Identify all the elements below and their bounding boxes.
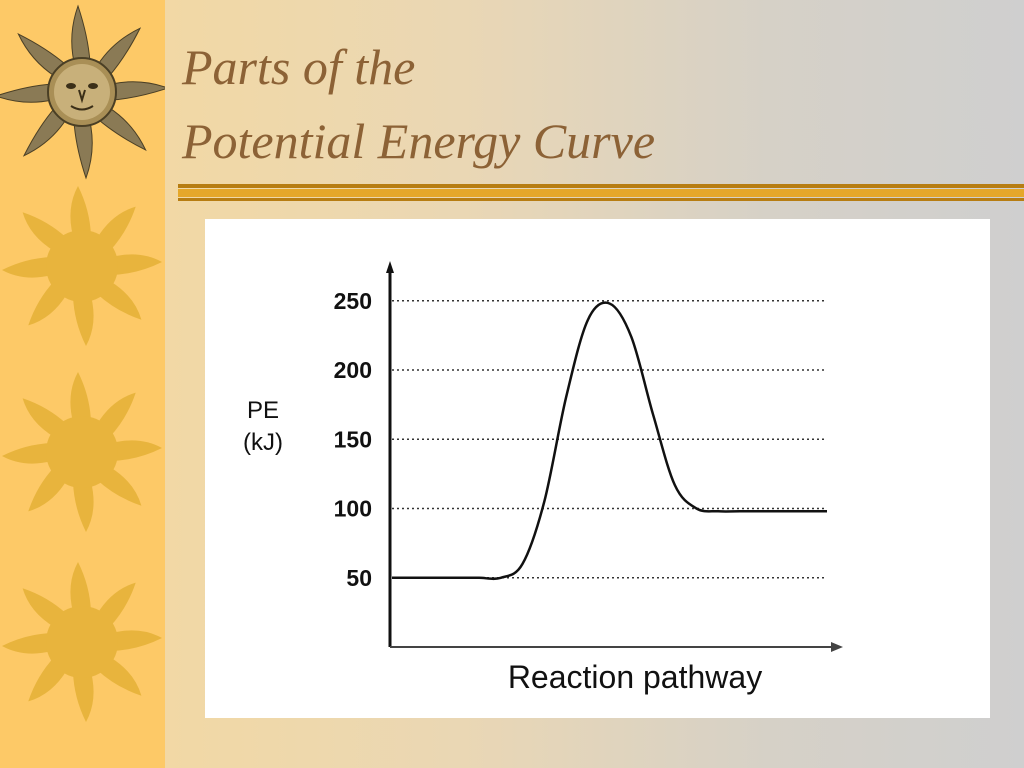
y-tick-label-50: 50 xyxy=(346,565,372,591)
title-divider xyxy=(178,184,1024,201)
x-axis-label: Reaction pathway xyxy=(507,659,763,695)
slide-title-line1: Parts of the xyxy=(182,39,416,95)
y-axis-label-line1: PE xyxy=(246,397,279,424)
sun-icon xyxy=(2,372,162,532)
sun-icon xyxy=(2,562,162,722)
series-line-potential-energy xyxy=(391,301,827,581)
slide-title: Parts of the Potential Energy Curve xyxy=(182,30,655,178)
slide-title-line2: Potential Energy Curve xyxy=(182,113,656,169)
chart-area: 50 100 150 200 250 xyxy=(334,261,843,652)
y-axis-label: PE (kJ) xyxy=(225,395,301,459)
y-tick-label-200: 200 xyxy=(334,357,372,383)
sun-face-icon xyxy=(0,4,165,180)
left-ornament-strip xyxy=(0,0,165,768)
sun-icon xyxy=(2,186,162,346)
y-tick-label-100: 100 xyxy=(334,496,372,522)
y-tick-label-150: 150 xyxy=(334,426,372,452)
y-tick-label-250: 250 xyxy=(334,288,372,314)
y-axis-arrow xyxy=(386,261,394,273)
chart-panel: 50 100 150 200 250 PE (kJ) Reaction pathway xyxy=(205,219,990,718)
x-axis-arrow xyxy=(831,642,843,652)
y-axis-label-line2: (kJ) xyxy=(243,429,283,456)
